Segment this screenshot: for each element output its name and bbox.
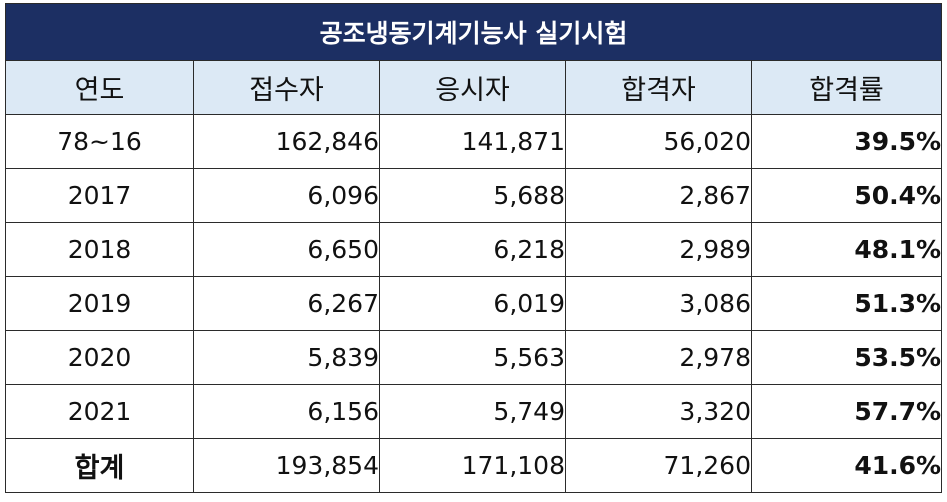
table-row: 2021 6,156 5,749 3,320 57.7% (5, 384, 943, 439)
title-row: 공조냉동기계기능사 실기시험 (4, 3, 943, 61)
cell-pass-rate: 39.5% (750, 114, 943, 169)
cell-applicants: 6,267 (193, 276, 380, 331)
cell-pass-rate: 53.5% (750, 330, 943, 385)
cell-applicants: 6,650 (193, 222, 380, 277)
header-passers: 합격자 (565, 60, 752, 115)
cell-examinees: 6,218 (379, 222, 566, 277)
cell-examinees: 141,871 (379, 114, 566, 169)
cell-total-pass-rate: 41.6% (750, 438, 943, 493)
cell-total-label: 합계 (5, 438, 194, 493)
cell-year: 2019 (5, 276, 194, 331)
table-title: 공조냉동기계기능사 실기시험 (4, 3, 943, 61)
cell-applicants: 6,156 (193, 384, 380, 439)
header-applicants: 접수자 (193, 60, 380, 115)
cell-passers: 2,978 (565, 330, 752, 385)
cell-passers: 56,020 (565, 114, 752, 169)
header-row: 연도 접수자 응시자 합격자 합격률 (5, 60, 943, 115)
table-row: 2017 6,096 5,688 2,867 50.4% (5, 168, 943, 223)
total-row: 합계 193,854 171,108 71,260 41.6% (5, 438, 943, 493)
cell-examinees: 5,749 (379, 384, 566, 439)
cell-pass-rate: 51.3% (750, 276, 943, 331)
cell-applicants: 162,846 (193, 114, 380, 169)
cell-total-applicants: 193,854 (193, 438, 380, 493)
cell-examinees: 5,563 (379, 330, 566, 385)
header-examinees: 응시자 (379, 60, 566, 115)
cell-year: 78~16 (5, 114, 194, 169)
cell-applicants: 5,839 (193, 330, 380, 385)
cell-pass-rate: 48.1% (750, 222, 943, 277)
header-pass-rate: 합격률 (750, 60, 943, 115)
cell-passers: 2,867 (565, 168, 752, 223)
cell-year: 2020 (5, 330, 194, 385)
table-row: 2019 6,267 6,019 3,086 51.3% (5, 276, 943, 331)
table-row: 78~16 162,846 141,871 56,020 39.5% (5, 114, 943, 169)
cell-pass-rate: 50.4% (750, 168, 943, 223)
cell-passers: 3,320 (565, 384, 752, 439)
cell-passers: 3,086 (565, 276, 752, 331)
cell-pass-rate: 57.7% (750, 384, 943, 439)
header-year: 연도 (5, 60, 194, 115)
cell-passers: 2,989 (565, 222, 752, 277)
cell-examinees: 6,019 (379, 276, 566, 331)
cell-applicants: 6,096 (193, 168, 380, 223)
cell-total-passers: 71,260 (565, 438, 752, 493)
exam-statistics-table: 공조냉동기계기능사 실기시험 연도 접수자 응시자 합격자 합격률 78~16 … (4, 3, 943, 493)
table-row: 2018 6,650 6,218 2,989 48.1% (5, 222, 943, 277)
cell-year: 2021 (5, 384, 194, 439)
cell-total-examinees: 171,108 (379, 438, 566, 493)
cell-year: 2018 (5, 222, 194, 277)
cell-examinees: 5,688 (379, 168, 566, 223)
table-row: 2020 5,839 5,563 2,978 53.5% (5, 330, 943, 385)
cell-year: 2017 (5, 168, 194, 223)
